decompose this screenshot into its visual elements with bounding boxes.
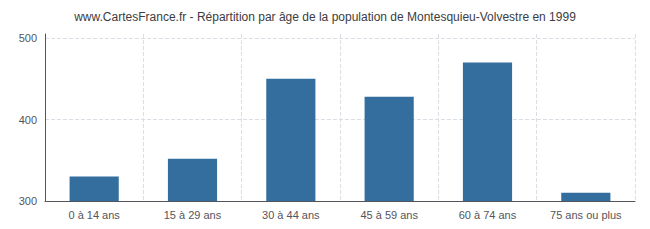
svg-text:15 à 29 ans: 15 à 29 ans <box>164 209 222 221</box>
svg-text:30 à 44 ans: 30 à 44 ans <box>262 209 320 221</box>
svg-text:60 à 74 ans: 60 à 74 ans <box>459 209 517 221</box>
svg-text:500: 500 <box>19 32 37 44</box>
svg-text:75 ans ou plus: 75 ans ou plus <box>550 209 622 221</box>
svg-text:45 à 59 ans: 45 à 59 ans <box>360 209 418 221</box>
svg-text:300: 300 <box>19 195 37 207</box>
svg-text:0 à 14 ans: 0 à 14 ans <box>68 209 120 221</box>
svg-text:www.CartesFrance.fr - Répartit: www.CartesFrance.fr - Répartition par âg… <box>73 10 576 24</box>
svg-text:400: 400 <box>19 114 37 126</box>
